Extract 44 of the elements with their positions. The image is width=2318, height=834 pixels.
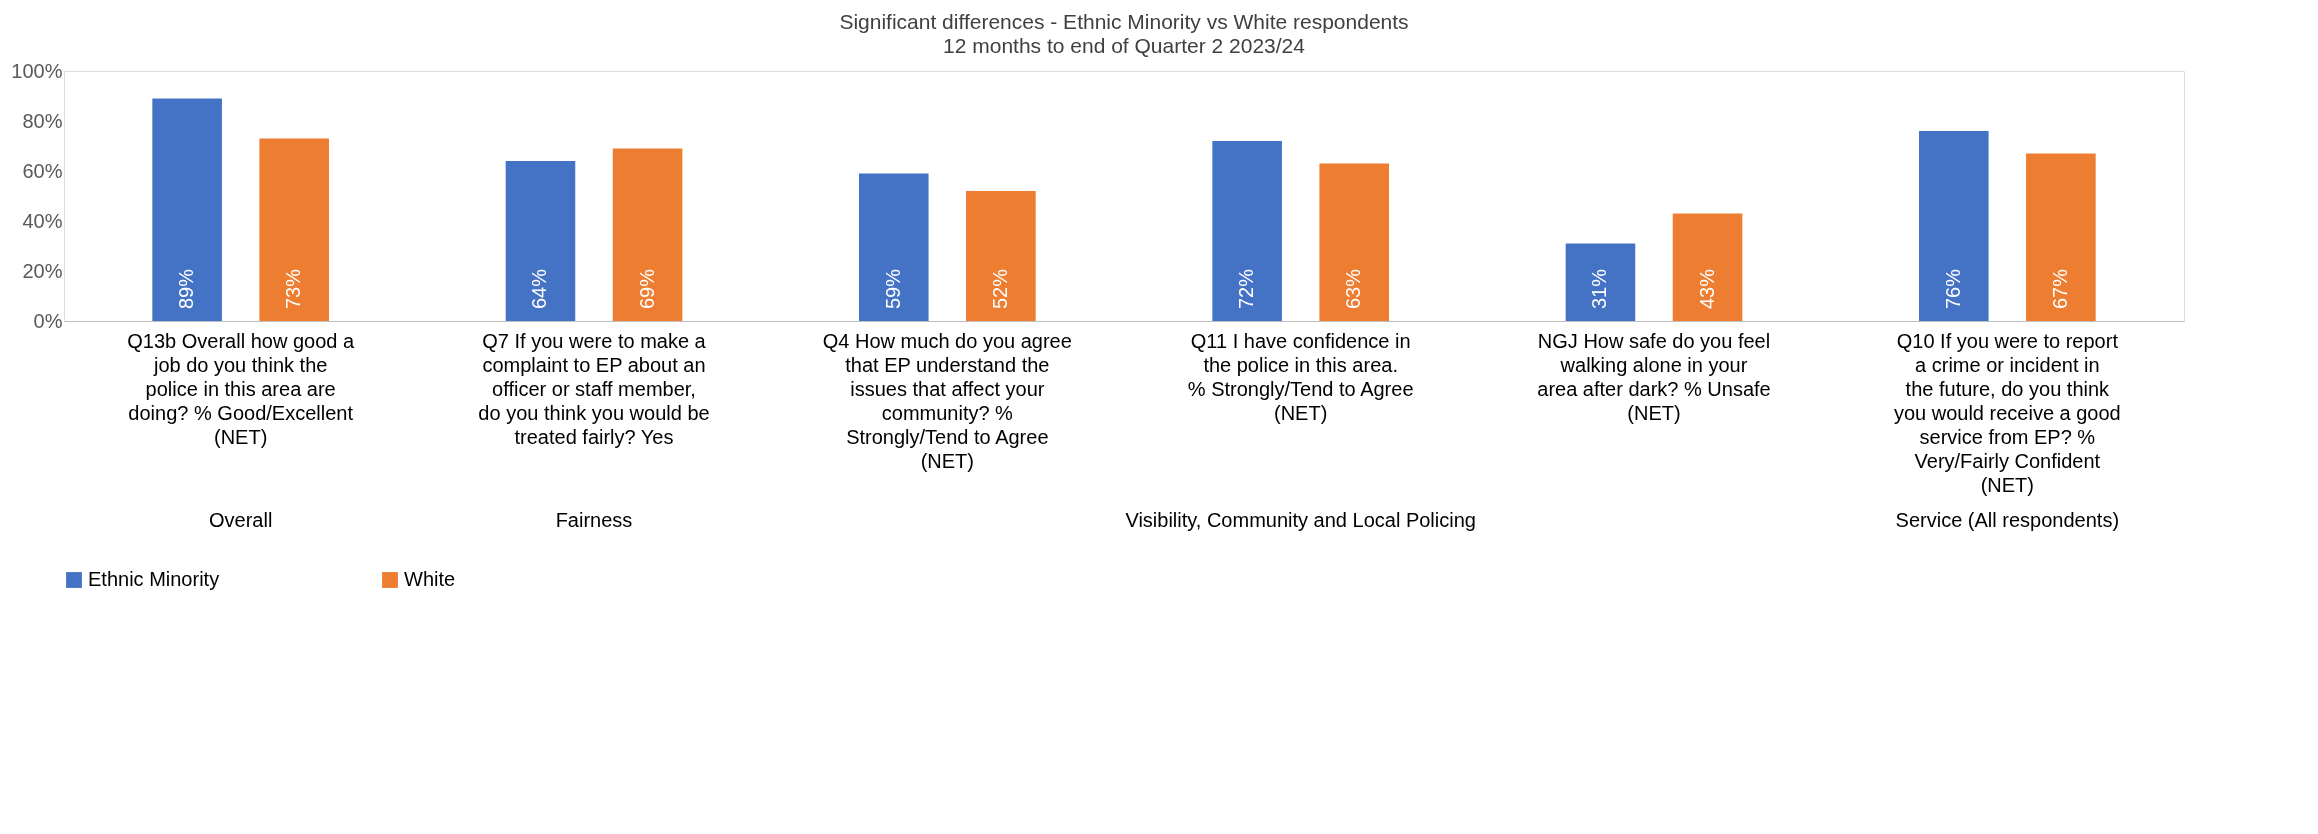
y-tick-label: 0% <box>33 309 63 332</box>
x-tick-label: Q4 How much do you agree that EP understand the issues that affect your community? % Strongly/Tend to Agree (NET) <box>822 329 1072 472</box>
y-tick-label: 100% <box>11 59 63 82</box>
bar <box>1919 131 1989 321</box>
legend-label: Ethnic Minority <box>88 568 220 590</box>
text: Service (All respondents) <box>1895 509 2120 531</box>
bar <box>505 161 576 321</box>
y-tick-label: 40% <box>22 209 63 232</box>
bar <box>966 191 1036 321</box>
x-tick-label: Q13b Overall how good a job do you think the police in this area are doing? % Good/Excellent (NET) <box>127 329 355 448</box>
data-label: 67% <box>2048 268 2071 309</box>
data-label: 59% <box>881 268 904 309</box>
data-label: 43% <box>1695 268 1718 309</box>
bar <box>1565 243 1636 321</box>
y-tick-label: 80% <box>22 109 63 132</box>
bar <box>859 173 929 321</box>
data-label: 52% <box>988 268 1011 309</box>
x-tick-label: NGJ How safe do you feel walking alone in your area after dark? % Unsafe (NET) <box>1537 329 1771 424</box>
bar <box>612 148 683 321</box>
y-tick-label: 20% <box>22 259 63 282</box>
data-label: 69% <box>635 268 658 309</box>
x-tick-label: Q10 If you were to report a crime or incident in the future, do you think you would receive a good service from EP? % Very/Fairly Confident (NET) <box>1893 329 2121 496</box>
bar <box>152 98 222 321</box>
data-label: 63% <box>1342 268 1365 309</box>
bar <box>1212 141 1282 321</box>
data-label: 31% <box>1588 268 1611 309</box>
bar <box>1672 213 1743 321</box>
data-label: 89% <box>175 268 198 309</box>
bar <box>1319 163 1389 321</box>
text: Overall <box>208 509 273 531</box>
x-tick-label: Q7 If you were to make a complaint to EP about an officer or staff member, do you think you would be treated fairly? Yes <box>478 329 710 448</box>
chart-subtitle: 12 months to end of Quarter 2 2023/24 <box>943 34 1306 57</box>
data-label: 73% <box>282 268 305 309</box>
text: Fairness <box>555 509 633 531</box>
data-label: 76% <box>1941 268 1964 309</box>
x-tick-label: Q11 I have confidence in the police in this area. % Strongly/Tend to Agree (NET) <box>1187 329 1414 424</box>
text: Visibility, Community and Local Policing <box>1125 509 1476 531</box>
chart-title: Significant differences - Ethnic Minority vs White respondents <box>839 10 1409 33</box>
data-label: 64% <box>528 268 551 309</box>
bar <box>259 138 329 321</box>
data-label: 72% <box>1235 268 1258 309</box>
bar <box>2026 153 2096 321</box>
y-tick-label: 60% <box>22 159 63 182</box>
legend-label: White <box>404 568 456 590</box>
